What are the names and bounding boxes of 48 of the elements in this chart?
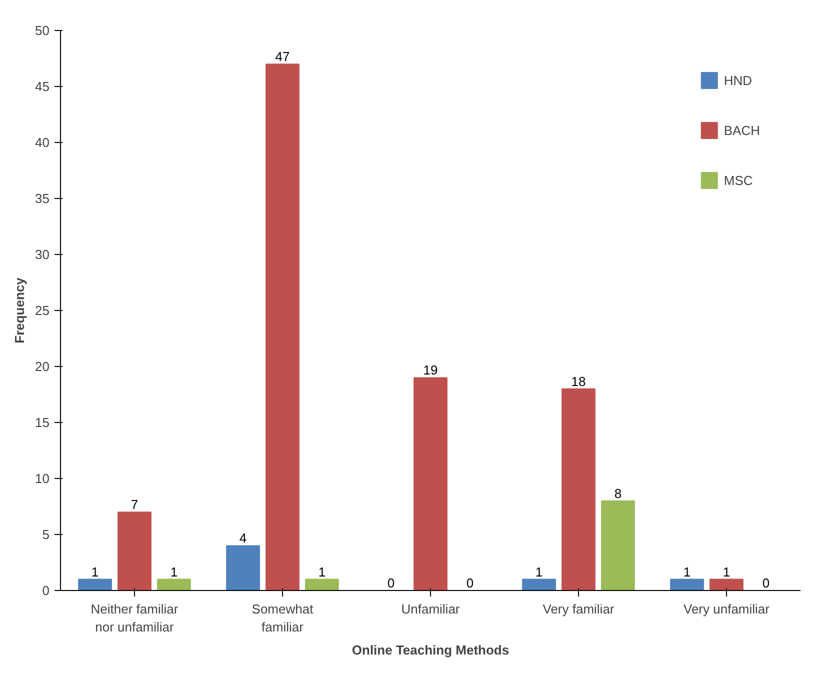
bar: [414, 377, 448, 590]
y-tick-label: 45: [35, 79, 50, 94]
data-label: 18: [571, 374, 586, 389]
data-label: 19: [423, 362, 438, 378]
data-label: 1: [91, 564, 99, 580]
data-label: 1: [318, 564, 326, 580]
legend-label: MSC: [724, 172, 753, 188]
y-axis-title: Frequency: [12, 276, 28, 344]
y-tick-label: 50: [35, 23, 50, 38]
y-tick-label: 10: [35, 471, 50, 486]
y-tick-label: 20: [35, 359, 50, 374]
data-label: 0: [387, 576, 395, 590]
data-label: 0: [762, 576, 770, 590]
y-tick-label: 15: [35, 415, 50, 430]
data-label: 4: [239, 530, 247, 546]
data-label: 1: [535, 564, 543, 580]
y-tick-label: 30: [35, 247, 50, 262]
y-tick-label: 5: [42, 527, 50, 542]
data-label: 1: [170, 564, 178, 580]
bar: [601, 500, 635, 590]
data-label: 0: [466, 576, 474, 590]
legend-label: HND: [724, 72, 752, 88]
legend-label: BACH: [724, 122, 760, 138]
y-tick-label: 35: [35, 191, 50, 206]
data-label: 1: [683, 564, 691, 580]
bar: [710, 578, 744, 590]
bar: [118, 512, 152, 590]
x-tick-label: Somewhat familiar: [252, 602, 314, 634]
bar: [266, 64, 300, 590]
bar: [670, 578, 704, 590]
data-label: 7: [130, 497, 138, 512]
x-tick-label: Very familiar: [542, 602, 615, 616]
data-label: 1: [722, 564, 730, 580]
x-tick-label: Very unfamiliar: [684, 602, 770, 616]
bar: [522, 578, 556, 590]
bar: [157, 578, 191, 590]
bar: [226, 545, 260, 590]
y-tick-label: 0: [42, 583, 50, 598]
data-label: 8: [614, 486, 622, 501]
bar: [78, 578, 112, 590]
bar: [562, 388, 596, 590]
data-label: 47: [275, 49, 290, 64]
x-axis-title: Online Teaching Methods: [352, 642, 510, 658]
y-tick-label: 40: [35, 135, 50, 150]
x-tick-label: Neither familiar nor unfamiliar: [90, 602, 179, 634]
y-tick-label: 25: [35, 303, 50, 318]
x-tick-label: Unfamiliar: [401, 602, 460, 616]
bar: [305, 578, 339, 590]
